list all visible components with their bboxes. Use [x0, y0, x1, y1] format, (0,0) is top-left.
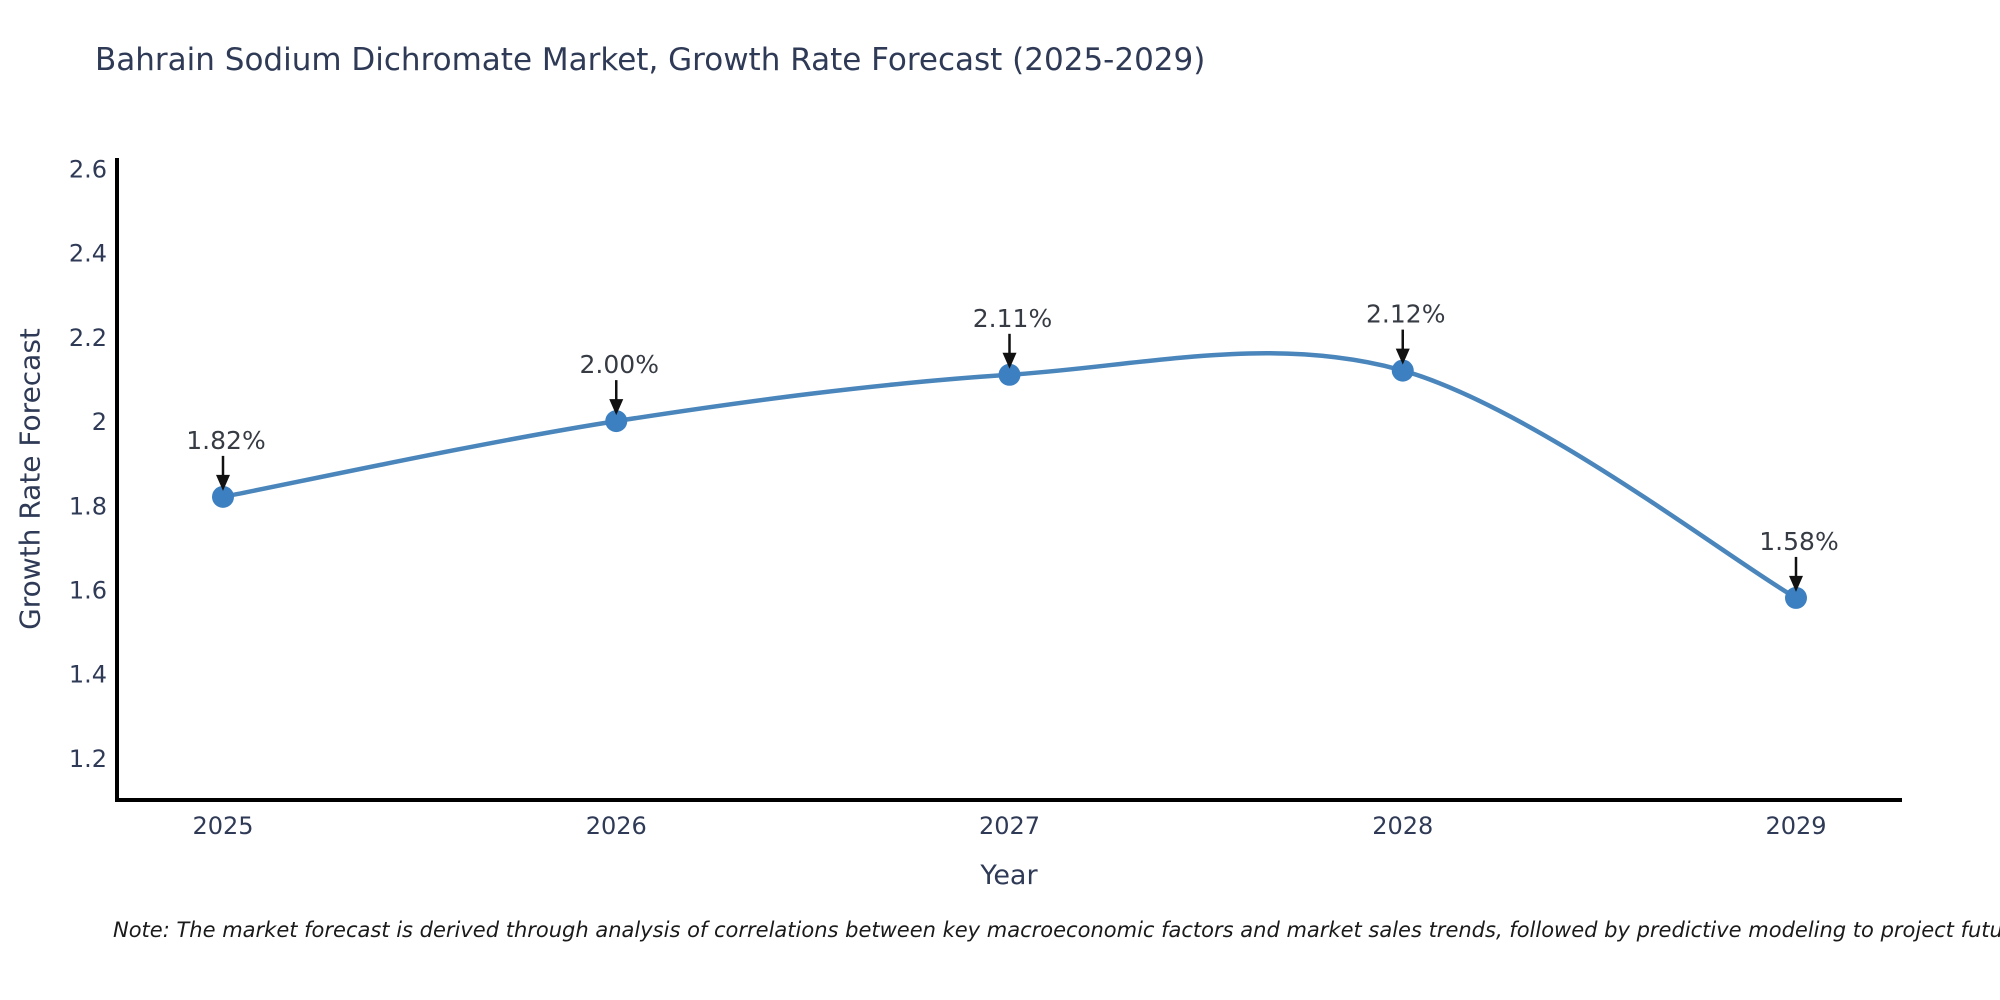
trend-line: [220, 351, 1799, 601]
x-tick-label: 2025: [192, 812, 253, 840]
x-tick-label: 2027: [979, 812, 1040, 840]
annotation-label: 2.00%: [580, 350, 659, 379]
annotation-label: 1.82%: [186, 426, 265, 455]
y-tick-label: 1.8: [69, 492, 107, 520]
annotation-arrow-head: [1395, 348, 1410, 365]
y-tick-label: 1.2: [69, 745, 107, 773]
y-tick-label: 2.4: [69, 240, 107, 268]
data-point-marker-2025: [212, 485, 234, 508]
y-tick-label: 1.6: [69, 577, 107, 605]
data-point-marker-2028: [1391, 359, 1414, 382]
x-tick-label: 2026: [586, 812, 647, 840]
x-axis-title: Year: [980, 860, 1038, 891]
annotation-arrow-head: [609, 399, 624, 416]
chart-title: Bahrain Sodium Dichromate Market, Growth…: [95, 42, 1206, 78]
data-point-marker-2026: [605, 410, 628, 433]
annotation-arrow-head: [216, 474, 230, 491]
annotation-label: 1.58%: [1759, 527, 1838, 556]
annotation-label: 2.12%: [1366, 300, 1445, 329]
y-tick-label: 2: [92, 408, 107, 436]
y-tick-label: 2.2: [69, 324, 107, 352]
data-point-marker-2029: [1785, 586, 1807, 609]
data-point-marker-2027: [998, 363, 1021, 386]
annotation-arrow-head: [1002, 352, 1017, 369]
annotation-label: 2.11%: [973, 304, 1052, 333]
annotation-arrow-head: [1789, 575, 1803, 592]
footnote-text: Note: The market forecast is derived thr…: [113, 918, 2000, 942]
axis-lines: [115, 158, 1902, 802]
y-tick-label: 1.4: [69, 661, 107, 689]
y-tick-label: 2.6: [69, 156, 107, 184]
x-tick-label: 2029: [1765, 812, 1826, 840]
x-tick-label: 2028: [1372, 812, 1433, 840]
